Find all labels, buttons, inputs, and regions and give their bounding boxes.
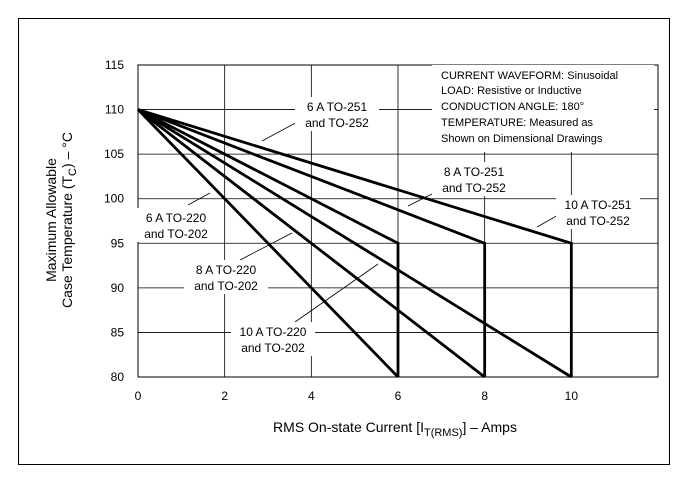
curve-callouts: 6 A TO-220 and TO-202 8 A TO-220 and TO-202…: [134, 97, 640, 356]
callout-leader-4: [261, 119, 302, 142]
x-tick-2: 2: [221, 389, 228, 403]
x-tick-4: 4: [308, 389, 315, 403]
series-line-1: [136, 108, 400, 378]
callout-bg-2: [184, 260, 268, 294]
note-line-4: TEMPERATURE: Measured as: [441, 117, 594, 129]
series-line-3: [137, 108, 573, 379]
y-axis-title-line-1: Maximum Allowable: [43, 158, 59, 282]
callout-bg-5: [432, 162, 516, 196]
y-tick-115: 115: [105, 58, 124, 72]
notes-background: [432, 65, 654, 152]
callout-label-4-line-1: 6 A TO-251: [307, 100, 368, 114]
series-line-4: [137, 108, 400, 377]
y-axis-title: Maximum Allowable Case Temperature (TC) …: [43, 132, 79, 308]
callout-leader-3: [294, 263, 379, 323]
x-tick-8: 8: [481, 389, 488, 403]
callout-leader-2: [239, 232, 293, 261]
x-tick-6: 6: [395, 389, 402, 403]
series-line-6: [137, 108, 573, 377]
y-tick-90: 90: [111, 281, 125, 295]
callout-label-1-line-2: and TO-202: [144, 227, 208, 241]
tick-labels: 0 2 4 6 8 10 80 85 90 95 100 105 110 115: [104, 58, 578, 403]
y-tick-105: 105: [104, 147, 124, 161]
y-tick-80: 80: [111, 370, 125, 384]
note-line-5: Shown on Dimensional Drawings: [441, 133, 603, 145]
callout-label-2-line-2: and TO-202: [194, 279, 258, 293]
callout-label-6-line-2: and TO-252: [566, 214, 630, 228]
callout-leader-1: [187, 192, 211, 206]
callout-bg-3: [231, 322, 315, 356]
x-axis-title: RMS On-state Current [IT(RMS)] – Amps: [273, 419, 517, 439]
note-line-1: CURRENT WAVEFORM: Sinusoidal: [441, 70, 618, 82]
y-tick-100: 100: [104, 192, 124, 206]
callout-label-3-line-2: and TO-202: [241, 341, 305, 355]
callout-label-3-line-1: 10 A TO-220: [240, 325, 307, 339]
callout-bg-6: [556, 195, 640, 229]
note-line-3: CONDUCTION ANGLE: 180°: [441, 101, 584, 113]
series-line-2: [137, 108, 486, 379]
callout-label-2-line-1: 8 A TO-220: [196, 263, 257, 277]
callout-label-6-line-1: 10 A TO-251: [565, 198, 632, 212]
y-tick-85: 85: [111, 325, 125, 339]
callout-label-4-line-2: and TO-252: [305, 116, 369, 130]
x-tick-10: 10: [565, 389, 579, 403]
y-axis-title-line-2: Case Temperature (TC) – °C: [59, 132, 79, 308]
callout-bg-1: [134, 208, 218, 242]
callout-label-5-line-2: and TO-252: [442, 181, 506, 195]
y-tick-95: 95: [111, 236, 125, 250]
x-tick-0: 0: [135, 389, 142, 403]
notes-box: CURRENT WAVEFORM: Sinusoidal LOAD: Resis…: [432, 65, 654, 152]
note-line-2: LOAD: Resistive or Inductive: [441, 85, 582, 97]
series-lines: [136, 108, 573, 379]
callout-label-5-line-1: 8 A TO-251: [444, 165, 505, 179]
callout-bg-4: [295, 97, 379, 131]
y-tick-110: 110: [105, 103, 124, 117]
series-line-5: [137, 108, 487, 377]
callout-label-1-line-1: 6 A TO-220: [146, 211, 207, 225]
